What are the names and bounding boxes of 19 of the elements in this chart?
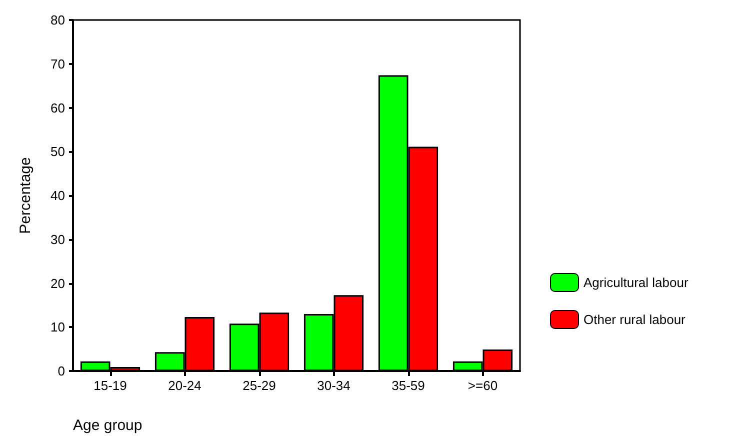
x-tick-label: 35-59 xyxy=(392,378,425,393)
legend-label: Other rural labour xyxy=(584,312,686,327)
legend-label: Agricultural labour xyxy=(584,275,689,290)
y-tick-label: 10 xyxy=(50,320,65,335)
y-tick-label: 0 xyxy=(58,364,65,378)
y-tick-label: 20 xyxy=(50,276,65,291)
y-tick-label: 70 xyxy=(50,56,65,72)
x-tick-label: 25-29 xyxy=(242,378,276,393)
y-tick-label: 30 xyxy=(50,232,65,247)
y-tick-label: 80 xyxy=(50,12,65,28)
x-tick-label: 20-24 xyxy=(168,378,202,393)
y-tick-label: 40 xyxy=(50,188,65,203)
x-tick-label: 15-19 xyxy=(94,378,127,393)
y-tick-label: 60 xyxy=(50,100,65,116)
x-tick-label: 30-34 xyxy=(317,378,350,393)
y-tick-label: 50 xyxy=(50,144,65,160)
x-tick-label: >=60 xyxy=(468,378,498,393)
x-axis-title: Age group xyxy=(73,417,142,434)
y-axis-title: Percentage xyxy=(17,157,34,234)
